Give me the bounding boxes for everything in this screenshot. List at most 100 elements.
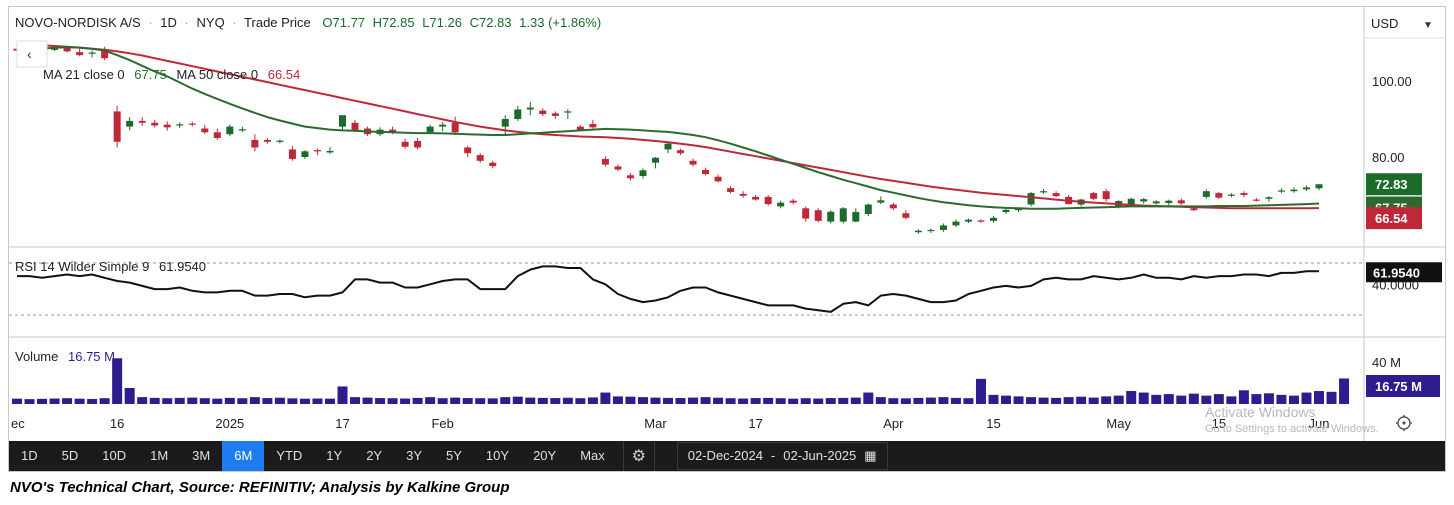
candle xyxy=(1177,198,1185,205)
candle xyxy=(288,145,296,161)
gear-icon[interactable]: ⚙ xyxy=(622,441,655,471)
candle xyxy=(138,117,146,126)
calendar-icon[interactable]: ▦ xyxy=(864,448,877,463)
volume-bar xyxy=(1276,394,1287,404)
range-button-1m[interactable]: 1M xyxy=(150,448,169,463)
volume-bar xyxy=(725,398,736,404)
svg-text:61.9540: 61.9540 xyxy=(1373,265,1420,280)
volume-bar xyxy=(1238,390,1249,404)
date-range-picker[interactable]: 02-Dec-2024-02-Jun-2025 ▦ xyxy=(676,442,888,470)
candle xyxy=(914,229,922,234)
range-button-10y[interactable]: 10Y xyxy=(485,448,510,463)
volume-bar xyxy=(1013,396,1024,404)
volume-bar xyxy=(124,387,135,404)
range-button-max[interactable]: Max xyxy=(580,448,605,463)
volume-bar xyxy=(650,397,661,404)
candle xyxy=(1227,193,1235,198)
range-button-3y[interactable]: 3Y xyxy=(406,448,423,463)
candle xyxy=(664,141,672,154)
candle xyxy=(176,122,184,129)
candle xyxy=(964,218,972,224)
volume-bar xyxy=(187,397,198,404)
candle xyxy=(864,203,872,216)
price-pane xyxy=(13,42,1323,234)
range-button-1y[interactable]: 1Y xyxy=(326,448,343,463)
currency-selector[interactable]: USD ▼ xyxy=(1371,16,1433,31)
exchange-text: NYQ xyxy=(197,15,225,30)
candle xyxy=(952,219,960,227)
volume-bar xyxy=(500,397,511,404)
candle xyxy=(551,111,559,119)
volume-bar xyxy=(87,398,98,404)
close-value: C72.83 xyxy=(470,15,512,30)
volume-bar xyxy=(637,397,648,404)
range-button-5y[interactable]: 5Y xyxy=(446,448,462,463)
volume-bar xyxy=(975,378,986,404)
volume-bar xyxy=(1038,397,1049,404)
volume-bar xyxy=(1326,391,1337,404)
volume-tick-label: 40 M xyxy=(1372,355,1401,370)
volume-bar xyxy=(174,397,185,404)
candle xyxy=(501,115,509,137)
range-button-2y[interactable]: 2Y xyxy=(366,448,383,463)
candle xyxy=(451,116,459,135)
volume-bar xyxy=(863,392,874,404)
candle xyxy=(1090,191,1098,201)
candle xyxy=(226,124,234,137)
candle xyxy=(1165,199,1173,206)
candle xyxy=(889,202,897,211)
range-button-3m[interactable]: 3M xyxy=(192,448,211,463)
volume-bar xyxy=(913,397,924,404)
svg-text:66.54: 66.54 xyxy=(1375,211,1408,226)
candle xyxy=(1027,191,1035,207)
x-tick-label: 16 xyxy=(110,416,124,431)
volume-bar xyxy=(487,398,498,404)
volume-value: 16.75 M xyxy=(68,349,115,364)
volume-bar xyxy=(575,398,586,404)
candle xyxy=(201,124,209,135)
volume-bar xyxy=(825,398,836,404)
candle xyxy=(651,157,659,169)
volume-bar xyxy=(299,398,310,404)
range-button-6m[interactable]: 6M xyxy=(222,441,265,471)
range-button-20y[interactable]: 20Y xyxy=(533,448,557,463)
currency-label[interactable]: USD xyxy=(1371,16,1398,31)
ma50-value: 66.54 xyxy=(268,67,301,82)
x-tick-label: Apr xyxy=(883,416,904,431)
collapse-legend-button[interactable] xyxy=(16,40,48,68)
candle xyxy=(476,153,484,163)
volume-bar xyxy=(1339,378,1350,404)
volume-bar xyxy=(938,397,949,404)
rsi-badge: 61.9540 xyxy=(1366,262,1442,283)
volume-bar xyxy=(1226,396,1237,404)
volume-bar xyxy=(1151,394,1162,404)
date-from: 02-Dec-2024 xyxy=(687,448,763,463)
candle xyxy=(802,206,810,222)
volume-bar xyxy=(312,398,323,404)
volume-bar xyxy=(950,397,961,404)
volume-pane xyxy=(12,358,1350,404)
volume-bar xyxy=(1163,394,1174,404)
ma21-line xyxy=(16,46,1320,210)
candle xyxy=(1315,184,1323,191)
range-button-1d[interactable]: 1D xyxy=(21,448,38,463)
volume-bar xyxy=(1088,397,1099,404)
candle xyxy=(1215,191,1223,200)
candle xyxy=(839,207,847,224)
volume-bar xyxy=(688,397,699,404)
volume-bar xyxy=(738,398,749,404)
range-button-10d[interactable]: 10D xyxy=(102,448,127,463)
range-button-5d[interactable]: 5D xyxy=(61,448,79,463)
range-button-ytd[interactable]: YTD xyxy=(276,448,303,463)
volume-bar xyxy=(625,396,636,404)
target-icon[interactable] xyxy=(1396,415,1412,431)
candle xyxy=(927,228,935,233)
x-tick-label: Jun xyxy=(1309,416,1330,431)
volume-legend: Volume 16.75 M xyxy=(15,349,115,364)
candle xyxy=(702,167,710,176)
candle xyxy=(464,145,472,157)
svg-text:72.83: 72.83 xyxy=(1375,177,1408,192)
volume-bar xyxy=(375,398,386,404)
candle xyxy=(251,134,259,152)
volume-bar xyxy=(1288,395,1299,404)
